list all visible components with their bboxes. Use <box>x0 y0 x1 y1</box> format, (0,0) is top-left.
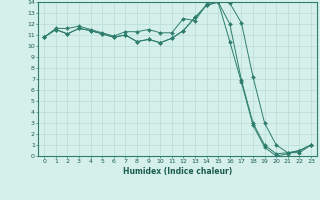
X-axis label: Humidex (Indice chaleur): Humidex (Indice chaleur) <box>123 167 232 176</box>
